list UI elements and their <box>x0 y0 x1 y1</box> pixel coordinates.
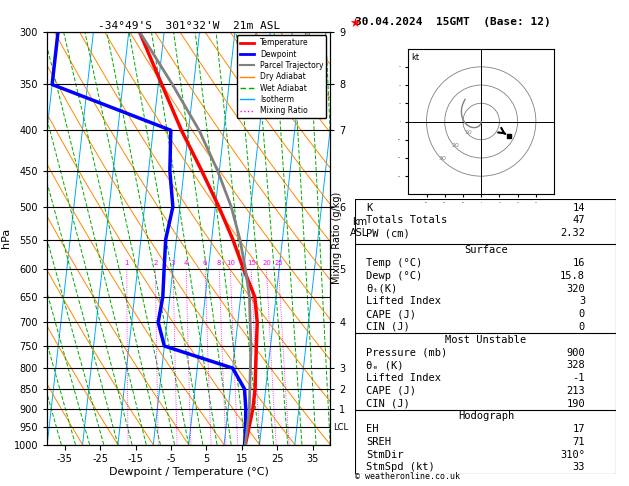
Text: 2.32: 2.32 <box>560 228 585 238</box>
Text: 20: 20 <box>452 143 460 148</box>
Text: LCL: LCL <box>333 423 348 432</box>
Text: 190: 190 <box>566 399 585 409</box>
Text: CAPE (J): CAPE (J) <box>366 386 416 396</box>
Text: Surface: Surface <box>464 245 508 255</box>
Text: 17: 17 <box>572 424 585 434</box>
Text: Mixing Ratio (g/kg): Mixing Ratio (g/kg) <box>331 192 342 284</box>
Text: Pressure (mb): Pressure (mb) <box>366 347 447 358</box>
Text: Most Unstable: Most Unstable <box>445 335 526 345</box>
Text: 71: 71 <box>572 437 585 447</box>
Text: Dewp (°C): Dewp (°C) <box>366 271 422 281</box>
X-axis label: Dewpoint / Temperature (°C): Dewpoint / Temperature (°C) <box>109 467 269 477</box>
Text: kt: kt <box>411 53 420 62</box>
Text: 900: 900 <box>566 347 585 358</box>
Text: 14: 14 <box>572 203 585 212</box>
Text: SREH: SREH <box>366 437 391 447</box>
Text: PW (cm): PW (cm) <box>366 228 409 238</box>
Text: 47: 47 <box>572 215 585 226</box>
Text: Lifted Index: Lifted Index <box>366 296 441 307</box>
Text: 10: 10 <box>226 260 235 266</box>
Text: 3: 3 <box>171 260 175 266</box>
Text: CIN (J): CIN (J) <box>366 322 409 332</box>
Text: StmSpd (kt): StmSpd (kt) <box>366 463 435 472</box>
Text: CIN (J): CIN (J) <box>366 399 409 409</box>
Title: -34°49'S  301°32'W  21m ASL: -34°49'S 301°32'W 21m ASL <box>97 21 280 31</box>
Text: Totals Totals: Totals Totals <box>366 215 447 226</box>
Text: ★: ★ <box>349 17 360 30</box>
Text: 3: 3 <box>579 296 585 307</box>
Text: Lifted Index: Lifted Index <box>366 373 441 383</box>
Text: θₑ (K): θₑ (K) <box>366 360 403 370</box>
Text: 0: 0 <box>579 322 585 332</box>
Text: 310°: 310° <box>560 450 585 460</box>
Y-axis label: km
ASL: km ASL <box>350 217 369 238</box>
Text: 30.04.2024  15GMT  (Base: 12): 30.04.2024 15GMT (Base: 12) <box>355 17 551 27</box>
Legend: Temperature, Dewpoint, Parcel Trajectory, Dry Adiabat, Wet Adiabat, Isotherm, Mi: Temperature, Dewpoint, Parcel Trajectory… <box>237 35 326 118</box>
Text: Hodograph: Hodograph <box>458 411 514 421</box>
Text: 15.8: 15.8 <box>560 271 585 281</box>
Y-axis label: hPa: hPa <box>1 228 11 248</box>
Text: 1: 1 <box>125 260 129 266</box>
Text: 2: 2 <box>153 260 158 266</box>
Text: © weatheronline.co.uk: © weatheronline.co.uk <box>355 472 460 481</box>
Text: 213: 213 <box>566 386 585 396</box>
Text: 320: 320 <box>566 284 585 294</box>
Text: 8: 8 <box>217 260 221 266</box>
Text: 25: 25 <box>274 260 283 266</box>
Text: 15: 15 <box>247 260 255 266</box>
Text: 30: 30 <box>439 156 447 161</box>
Text: 20: 20 <box>262 260 271 266</box>
Text: 0: 0 <box>579 309 585 319</box>
Text: -1: -1 <box>572 373 585 383</box>
Text: 4: 4 <box>184 260 188 266</box>
Text: CAPE (J): CAPE (J) <box>366 309 416 319</box>
Text: 10: 10 <box>465 130 472 135</box>
Text: 33: 33 <box>572 463 585 472</box>
Text: 328: 328 <box>566 360 585 370</box>
Text: StmDir: StmDir <box>366 450 403 460</box>
Text: θₜ(K): θₜ(K) <box>366 284 397 294</box>
Text: EH: EH <box>366 424 378 434</box>
Text: K: K <box>366 203 372 212</box>
Text: Temp (°C): Temp (°C) <box>366 258 422 268</box>
Text: 6: 6 <box>203 260 208 266</box>
Text: 16: 16 <box>572 258 585 268</box>
